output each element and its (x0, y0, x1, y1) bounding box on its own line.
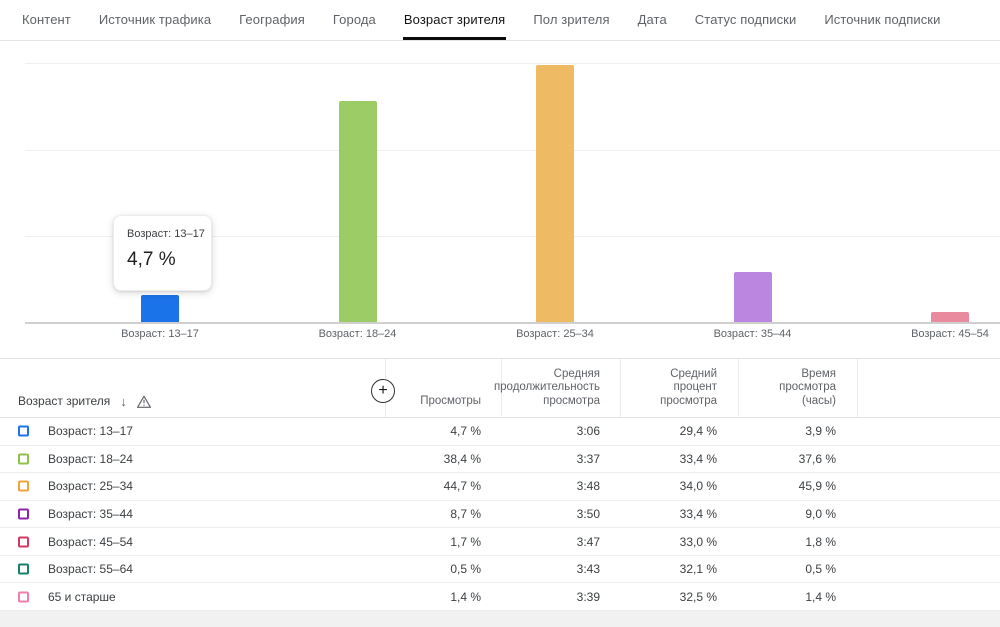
chart-bar[interactable] (141, 294, 179, 322)
dimension-label: Возраст зрителя (18, 394, 111, 408)
cell-watch-time: 45,9 % (798, 479, 836, 494)
cell-avg-view-duration: 3:48 (576, 479, 600, 494)
table-row[interactable]: Возраст: 55–64 0,5 % 3:43 32,1 % 0,5 % (0, 555, 1000, 584)
cell-avg-percentage-viewed: 34,0 % (679, 479, 717, 494)
x-axis-line (25, 322, 1000, 324)
age-bar-chart: Возраст: 13–17 4,7 % Возраст: 13–17 Возра… (0, 41, 1000, 353)
cell-views: 4,7 % (450, 424, 481, 439)
x-axis-label: Возраст: 13–17 (121, 328, 199, 340)
chart-tooltip: Возраст: 13–17 4,7 % (113, 215, 212, 291)
cell-avg-view-duration: 3:37 (576, 451, 600, 466)
cell-avg-view-duration: 3:43 (576, 562, 600, 577)
table-row[interactable]: 65 и старше 1,4 % 3:39 32,5 % 1,4 % (0, 583, 1000, 612)
x-axis-label: Возраст: 25–34 (516, 328, 594, 340)
x-axis-label: Возраст: 45–54 (911, 328, 989, 340)
sort-descending-icon[interactable]: ↓ (120, 393, 127, 409)
cell-views: 1,7 % (450, 534, 481, 549)
cell-views: 8,7 % (450, 507, 481, 522)
cell-watch-time: 9,0 % (805, 507, 836, 522)
cell-watch-time: 1,8 % (805, 534, 836, 549)
cell-views: 44,7 % (443, 479, 481, 494)
cell-avg-percentage-viewed: 33,0 % (679, 534, 717, 549)
cell-watch-time: 1,4 % (805, 589, 836, 604)
cell-views: 0,5 % (450, 562, 481, 577)
page-bottom-strip (0, 611, 1000, 627)
cell-views: 1,4 % (450, 589, 481, 604)
cell-avg-view-duration: 3:47 (576, 534, 600, 549)
cell-avg-percentage-viewed: 32,1 % (679, 562, 717, 577)
x-axis-label: Возраст: 18–24 (318, 328, 397, 340)
row-label: Возраст: 25–34 (48, 479, 133, 494)
analytics-table: Возраст зрителя ↓ + Просмотры Средняя пр… (0, 358, 1000, 612)
row-label: Возраст: 13–17 (48, 424, 133, 439)
analytics-tab[interactable]: Контент (22, 12, 71, 27)
header-views[interactable]: Просмотры (420, 394, 481, 407)
header-dimension: Возраст зрителя ↓ (18, 394, 151, 408)
cell-avg-view-duration: 3:39 (576, 589, 600, 604)
cell-avg-view-duration: 3:50 (576, 507, 600, 522)
analytics-tab[interactable]: Источник трафика (98, 12, 212, 27)
row-label: Возраст: 45–54 (48, 534, 133, 549)
table-rows: Возраст: 13–17 4,7 % 3:06 29,4 % 3,9 % Возрас… (0, 418, 1000, 612)
chart-bar[interactable] (536, 64, 574, 322)
cell-watch-time: 37,6 % (798, 451, 836, 466)
header-avg-view-duration[interactable]: Средняя продолжительность просмотра (493, 367, 600, 407)
chart-gridline (25, 149, 1000, 151)
row-select-checkbox[interactable] (18, 536, 29, 548)
cell-views: 38,4 % (443, 451, 481, 466)
analytics-tab[interactable]: Статус подписки (694, 12, 797, 27)
table-row[interactable]: Возраст: 13–17 4,7 % 3:06 29,4 % 3,9 % (0, 418, 1000, 446)
header-avg-percentage-viewed[interactable]: Средний процент просмотра (660, 367, 717, 407)
row-select-checkbox[interactable] (18, 425, 29, 437)
analytics-tab[interactable]: Источник подписки (824, 12, 941, 27)
chart-bar[interactable] (733, 271, 772, 322)
cell-avg-percentage-viewed: 33,4 % (679, 451, 717, 466)
analytics-tab[interactable]: Дата (637, 12, 667, 27)
table-row[interactable]: Возраст: 45–54 1,7 % 3:47 33,0 % 1,8 % (0, 528, 1000, 556)
tooltip-category: Возраст: 13–17 (127, 228, 205, 240)
row-select-checkbox[interactable] (18, 508, 29, 520)
header-watch-time[interactable]: Время просмотра (часы) (779, 367, 836, 407)
x-axis-label: Возраст: 35–44 (713, 328, 792, 340)
cell-avg-percentage-viewed: 33,4 % (679, 507, 717, 522)
tooltip-value: 4,7 % (127, 249, 176, 270)
analytics-tab[interactable]: Возраст зрителя (390, 0, 519, 40)
chart-gridline (25, 235, 1000, 237)
analytics-tab[interactable]: Пол зрителя (533, 12, 610, 27)
row-select-checkbox[interactable] (18, 480, 29, 492)
table-row[interactable]: Возраст: 35–44 8,7 % 3:50 33,4 % 9,0 % (0, 500, 1000, 529)
chart-gridline (25, 63, 1000, 65)
row-label: Возраст: 55–64 (48, 562, 133, 577)
cell-watch-time: 0,5 % (805, 562, 836, 577)
chart-bar[interactable] (338, 101, 377, 322)
chart-bar[interactable] (931, 312, 969, 322)
table-row[interactable]: Возраст: 25–34 44,7 % 3:48 34,0 % 45,9 % (0, 473, 1000, 501)
analytics-tab[interactable]: География (239, 12, 305, 27)
analytics-tab[interactable]: Города (332, 12, 376, 27)
row-select-checkbox[interactable] (18, 563, 29, 575)
row-label: 65 и старше (48, 589, 116, 604)
cell-avg-view-duration: 3:06 (576, 424, 600, 439)
row-label: Возраст: 18–24 (48, 451, 133, 466)
plus-icon: + (378, 381, 388, 399)
row-label: Возраст: 35–44 (48, 507, 133, 522)
row-select-checkbox[interactable] (18, 591, 29, 603)
cell-avg-percentage-viewed: 32,5 % (679, 589, 717, 604)
cell-watch-time: 3,9 % (805, 424, 836, 439)
warning-icon (136, 395, 151, 408)
cell-avg-percentage-viewed: 29,4 % (679, 424, 717, 439)
table-row[interactable]: Возраст: 18–24 38,4 % 3:37 33,4 % 37,6 % (0, 445, 1000, 474)
add-metric-button[interactable]: + (371, 379, 395, 403)
table-header: Возраст зрителя ↓ + Просмотры Средняя пр… (0, 359, 1000, 418)
row-select-checkbox[interactable] (18, 453, 29, 465)
analytics-tab-bar: Контент Источник трафика География Города Во… (0, 0, 1000, 41)
